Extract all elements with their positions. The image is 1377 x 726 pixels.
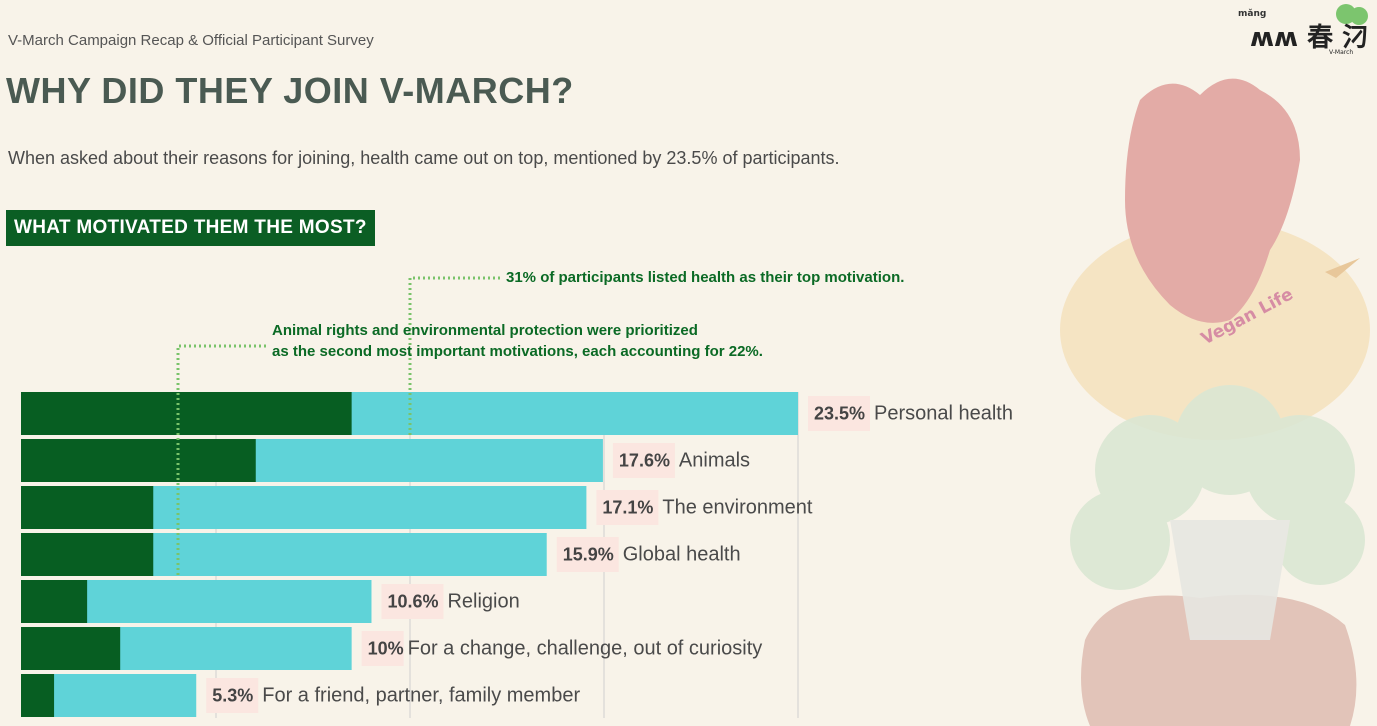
value-label: 15.9% <box>563 545 614 565</box>
health-annotation: 31% of participants listed health as the… <box>506 269 905 286</box>
report-subtitle: V-March Campaign Recap & Official Partic… <box>8 32 374 49</box>
category-label: Religion <box>447 591 519 613</box>
logo-small-top: mǎng <box>1238 9 1266 19</box>
bars-group: 23.5% Personal health 17.6% Animals 17.1% The… <box>21 392 1013 717</box>
value-label: 17.1% <box>602 498 653 518</box>
animals-env-annotation-line2: as the second most important motivations… <box>272 343 763 360</box>
value-label-bg <box>556 537 619 572</box>
section-label: WHAT MOTIVATED THEM THE MOST? <box>6 210 375 246</box>
bar-top-choice <box>21 627 121 670</box>
category-label: Personal health <box>874 403 1013 425</box>
bar-top-choice <box>21 486 154 529</box>
value-label-bg <box>808 396 870 431</box>
bar-top-choice <box>21 674 55 717</box>
annotation-guides <box>176 276 500 575</box>
lead-text: When asked about their reasons for joini… <box>8 148 840 168</box>
page-title: WHY DID THEY JOIN V-MARCH? <box>6 70 574 111</box>
value-label-bg <box>381 584 444 619</box>
value-label-bg <box>361 631 404 666</box>
value-label: 10.6% <box>387 592 438 612</box>
category-label: For a change, challenge, out of curiosit… <box>408 638 763 660</box>
logo-mark: ʍʍ 春 汈 <box>1250 23 1368 53</box>
bar-top-choice <box>21 392 352 435</box>
value-label: 17.6% <box>619 451 670 471</box>
value-label: 23.5% <box>814 404 865 424</box>
value-label: 10% <box>368 639 404 659</box>
animals-env-annotation-line1: Animal rights and environmental protecti… <box>272 322 698 339</box>
category-label: For a friend, partner, family member <box>262 685 580 707</box>
beet-shape <box>1081 594 1357 726</box>
health-guide <box>408 276 500 435</box>
value-label-bg <box>206 678 259 713</box>
value-label: 5.3% <box>212 686 253 706</box>
bar-top-choice <box>21 533 154 576</box>
bar-top-choice <box>21 439 256 482</box>
category-label: The environment <box>662 497 813 519</box>
category-label: Animals <box>679 450 750 472</box>
bar-top-choice <box>21 580 88 623</box>
vmarch-logo: mǎng ʍʍ 春 汈 V-March <box>1238 4 1368 56</box>
heart-shape <box>1125 78 1300 323</box>
animals-env-annotation: Animal rights and environmental protecti… <box>272 320 763 362</box>
value-label-bg <box>596 490 659 525</box>
animals-env-guide <box>176 344 268 575</box>
potato-shape <box>1060 220 1370 440</box>
vegetable-illustration: Vegan Life <box>1060 78 1370 726</box>
sprout-shape <box>1325 258 1360 278</box>
value-label-bg <box>612 443 675 478</box>
category-label: Global health <box>623 544 741 566</box>
logo-small-right: V-March <box>1329 49 1353 56</box>
broccoli-shape <box>1070 385 1365 640</box>
